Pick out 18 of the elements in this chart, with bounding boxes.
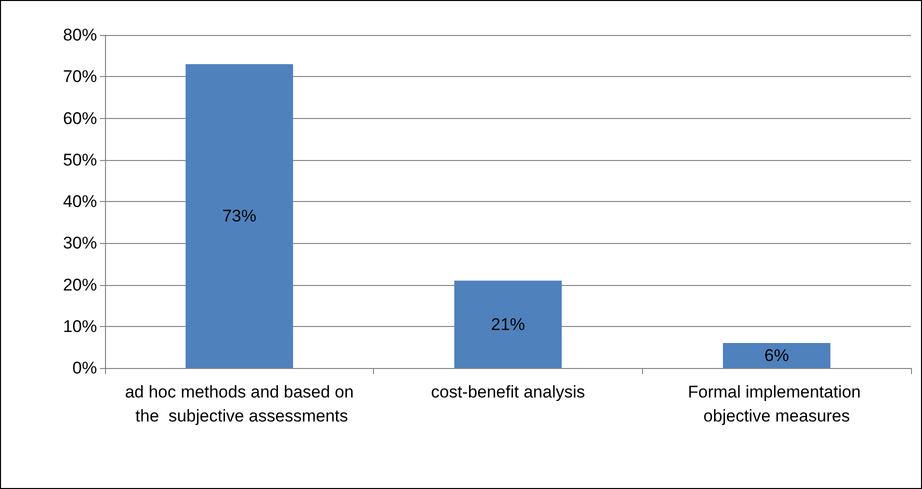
bar bbox=[186, 64, 294, 368]
x-tick-label: ad hoc methods and based on the subjective assessments bbox=[124, 382, 354, 426]
y-tick-label: 0% bbox=[72, 358, 97, 378]
y-tick-label: 20% bbox=[62, 275, 97, 294]
x-tick-label: cost-benefit analysis bbox=[430, 382, 586, 402]
y-tick-label: 30% bbox=[62, 234, 97, 253]
data-label: 6% bbox=[764, 346, 789, 366]
y-tick-label: 60% bbox=[62, 108, 97, 128]
y-tick-label: 10% bbox=[62, 316, 97, 336]
bar bbox=[722, 343, 830, 368]
y-tick-label: 50% bbox=[62, 150, 97, 170]
y-tick-label: 80% bbox=[62, 26, 97, 44]
data-label: 73% bbox=[222, 206, 256, 226]
x-tick-label: Formal implementation objective measures bbox=[688, 382, 866, 426]
bar bbox=[454, 280, 562, 368]
data-label: 21% bbox=[490, 314, 526, 334]
y-tick-label: 70% bbox=[62, 67, 97, 86]
y-tick-label: 40% bbox=[62, 192, 97, 211]
